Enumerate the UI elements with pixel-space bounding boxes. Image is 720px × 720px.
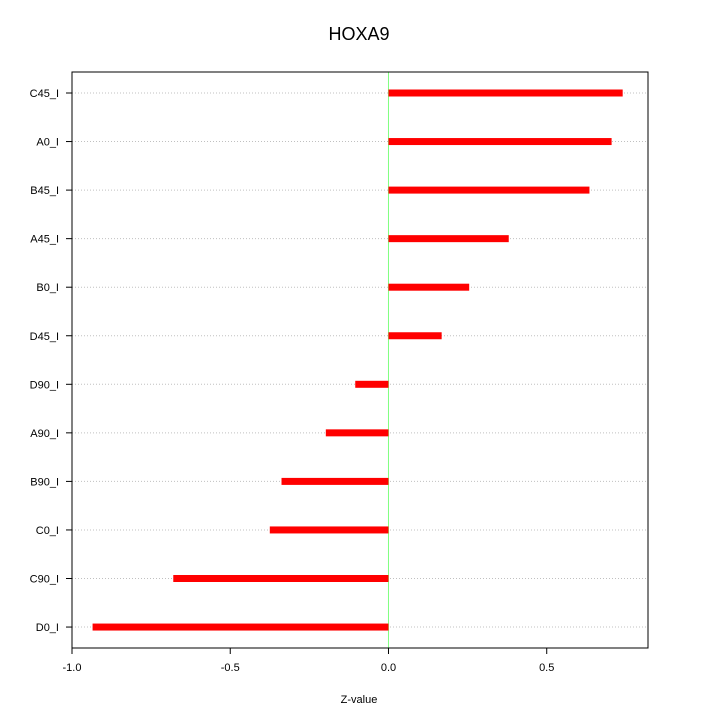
x-axis: -1.0 -0.5 0.0 0.5 — [63, 647, 554, 674]
y-tick-label: A90_I — [30, 428, 59, 440]
bar-a45-i — [388, 235, 509, 243]
bar-a90-i — [325, 429, 389, 437]
y-tick-label: D90_I — [30, 379, 59, 391]
x-tick-label: 0.5 — [539, 662, 554, 674]
y-tick-label: B45_I — [30, 185, 59, 197]
bar-c0-i — [269, 526, 389, 534]
bar-d45-i — [388, 332, 442, 340]
y-tick-label: D45_I — [30, 331, 59, 343]
gridlines — [72, 92, 648, 628]
bar-b0-i — [388, 283, 470, 291]
bar-c90-i — [173, 575, 389, 582]
x-axis-label: Z-value — [341, 694, 378, 706]
y-tick-label: A45_I — [30, 234, 59, 246]
bar-b45-i — [388, 186, 590, 194]
y-tick-label: C0_I — [36, 525, 59, 537]
x-tick-label: 0.0 — [381, 662, 396, 674]
plot-frame — [71, 71, 649, 649]
bar-b90-i — [281, 477, 389, 485]
x-tick-label: -0.5 — [221, 662, 240, 674]
y-axis: C45_I A0_I B45_I A45_I B0_I D45_I D90_I A90_I B9… — [30, 88, 72, 634]
y-tick-label: A0_I — [36, 137, 59, 149]
bar-c45-i — [388, 89, 623, 97]
bar-d0-i — [92, 623, 389, 631]
bar-d90-i — [355, 380, 389, 388]
y-tick-label: B90_I — [30, 476, 59, 488]
y-tick-label: B0_I — [36, 282, 59, 294]
bars — [92, 89, 623, 631]
y-tick-label: C90_I — [30, 574, 59, 586]
bar-a0-i — [388, 138, 612, 146]
x-tick-label: -1.0 — [63, 662, 82, 674]
y-tick-label: D0_I — [36, 622, 59, 634]
chart-title: HOXA9 — [328, 24, 389, 44]
y-tick-label: C45_I — [30, 88, 59, 100]
